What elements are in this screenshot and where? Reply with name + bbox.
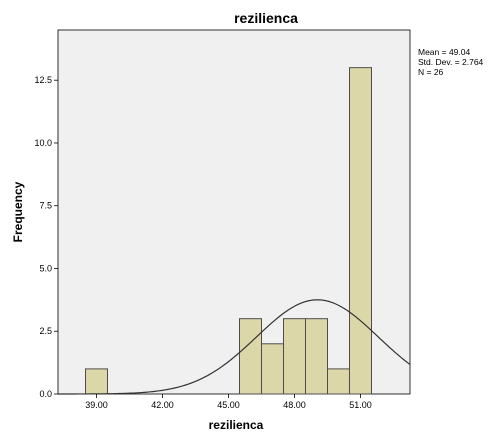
histogram-bar xyxy=(349,67,372,395)
stat-n: N = 26 xyxy=(418,67,444,77)
y-axis: 0.0 2.5 5.0 7.5 10.0 12.5 xyxy=(34,75,58,399)
histogram-bar xyxy=(283,318,306,395)
normal-curve xyxy=(58,299,411,395)
histogram-bar xyxy=(327,368,350,395)
x-tick-label: 45.00 xyxy=(217,400,240,410)
y-tick-label: 5.0 xyxy=(39,263,52,273)
y-axis-title: Frequency xyxy=(11,181,25,242)
x-tick-label: 48.00 xyxy=(283,400,306,410)
y-tick-label: 12.5 xyxy=(34,75,52,85)
stats-box: Mean = 49.04 Std. Dev. = 2.764 N = 26 xyxy=(418,47,484,77)
bars-group xyxy=(85,67,372,395)
stat-std-dev: Std. Dev. = 2.764 xyxy=(418,57,484,67)
y-tick-label: 2.5 xyxy=(39,326,52,336)
x-axis-title: rezilienca xyxy=(209,418,264,432)
x-tick-label: 42.00 xyxy=(151,400,174,410)
y-tick-label: 10.0 xyxy=(34,138,52,148)
chart-title: rezilienca xyxy=(234,10,298,26)
histogram-bar xyxy=(85,368,108,395)
stat-mean: Mean = 49.04 xyxy=(418,47,470,57)
x-tick-label: 39.00 xyxy=(85,400,108,410)
x-tick-label: 51.00 xyxy=(349,400,372,410)
x-axis: 39.00 42.00 45.00 48.00 51.00 xyxy=(85,394,372,410)
histogram-bar xyxy=(305,318,328,395)
y-tick-label: 7.5 xyxy=(39,201,52,211)
y-tick-label: 0.0 xyxy=(39,389,52,399)
histogram-bar xyxy=(261,343,284,395)
histogram-bar xyxy=(239,318,262,395)
